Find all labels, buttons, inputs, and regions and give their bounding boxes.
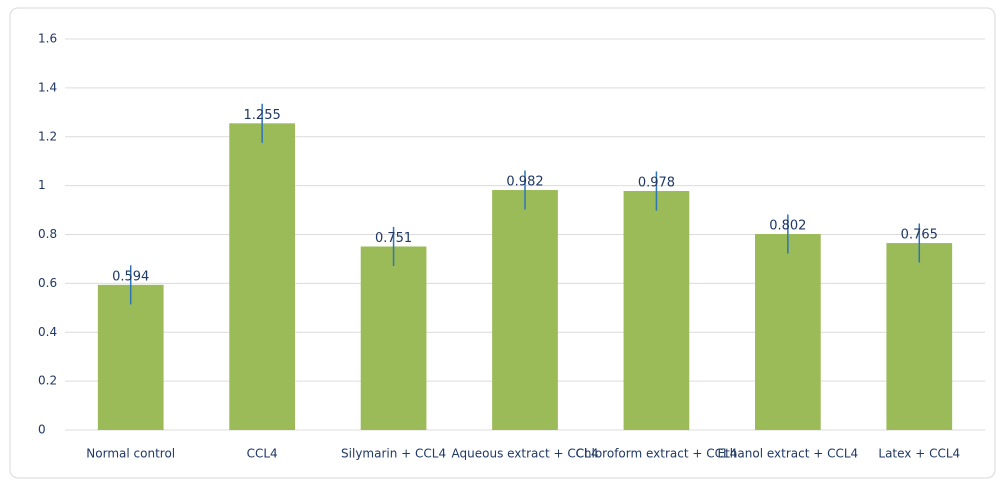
data-label: 0.751 <box>375 231 412 246</box>
data-label: 0.982 <box>506 175 543 190</box>
bar <box>97 284 164 430</box>
data-label: 0.978 <box>638 176 675 191</box>
bar <box>229 123 295 430</box>
y-tick-label: 0.2 <box>38 374 57 388</box>
x-tick-label: Ethanol extract + CCL4 <box>718 447 859 461</box>
data-label: 0.594 <box>112 269 149 284</box>
bar <box>360 246 427 430</box>
x-tick-label: CCL4 <box>247 447 278 461</box>
x-tick-label: Chloroform extract + CCL4 <box>576 447 738 461</box>
y-tick-label: 0 <box>38 423 46 437</box>
bar <box>492 190 558 430</box>
x-tick-label: Aqueous extract + CCL4 <box>452 447 599 461</box>
bar <box>886 243 953 430</box>
y-tick-label: 0.6 <box>38 276 57 290</box>
y-tick-label: 1 <box>38 178 46 192</box>
data-label: 0.765 <box>901 228 938 243</box>
y-tick-label: 1.2 <box>38 129 57 143</box>
data-label: 1.255 <box>244 108 281 123</box>
y-tick-label: 1.4 <box>38 80 57 94</box>
y-tick-label: 1.6 <box>38 32 57 46</box>
y-tick-label: 0.8 <box>38 227 57 241</box>
x-tick-label: Latex + CCL4 <box>878 447 960 461</box>
bar <box>623 191 690 430</box>
x-tick-label: Silymarin + CCL4 <box>341 447 446 461</box>
y-tick-label: 0.4 <box>38 325 57 339</box>
x-tick-label: Normal control <box>86 447 175 461</box>
data-label: 0.802 <box>769 219 806 234</box>
bar <box>755 234 821 430</box>
